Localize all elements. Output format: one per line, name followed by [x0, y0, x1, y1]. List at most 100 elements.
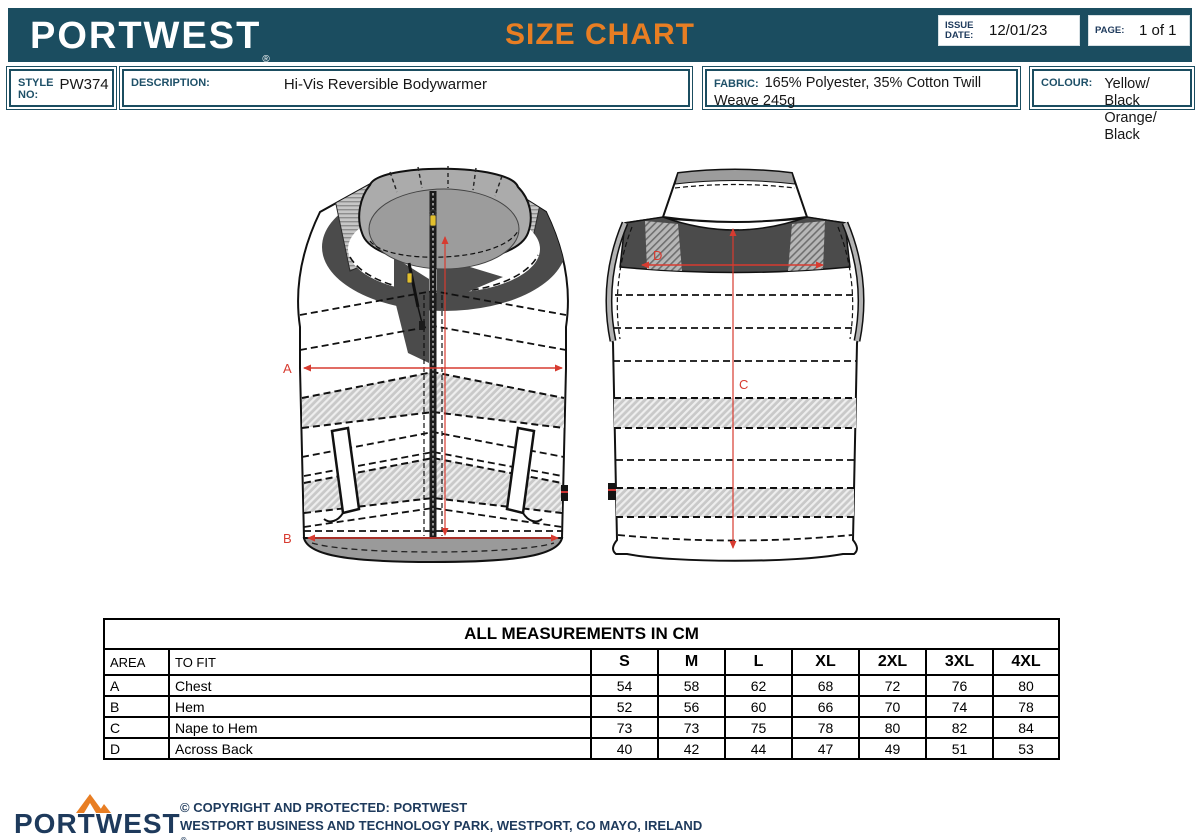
row-area: D: [103, 737, 170, 760]
measurements-table: ALL MEASUREMENTS IN CM AREA TO FIT S M L…: [102, 618, 1061, 760]
cell-value: 76: [925, 674, 994, 697]
footer-brand-text: PORTWEST®: [14, 808, 188, 840]
cell-value: 70: [858, 695, 927, 718]
fabric-box: FABRIC: 165% Polyester, 35% Cotton Twill …: [705, 69, 1018, 109]
footer-copyright: © COPYRIGHT AND PROTECTED: PORTWEST WEST…: [180, 800, 702, 833]
copyright-brand: PORTWEST: [393, 800, 468, 815]
cell-value: 68: [791, 674, 860, 697]
measure-label-d: D: [653, 248, 662, 263]
col-header-xl: XL: [791, 648, 860, 676]
cell-value: 74: [925, 695, 994, 718]
col-header-tofit: TO FIT: [168, 648, 592, 676]
brand-text: PORTWEST: [30, 15, 262, 57]
page-label: PAGE:: [1095, 24, 1125, 36]
cell-value: 73: [590, 716, 659, 739]
row-tofit: Hem: [168, 695, 592, 718]
chevron-icon: [76, 794, 111, 813]
chest-zip-pull: [406, 272, 413, 284]
colour-box: COLOUR: Yellow/ Black Orange/ Black: [1032, 69, 1192, 143]
footer-brand: PORTWEST: [14, 808, 181, 839]
table-title: ALL MEASUREMENTS IN CM: [102, 618, 1061, 650]
measure-label-c: C: [739, 377, 748, 392]
footer-registered-mark: ®: [181, 836, 188, 840]
brand-logotype: PORTWEST®: [30, 13, 272, 83]
cell-value: 75: [724, 716, 793, 739]
footer: PORTWEST® © COPYRIGHT AND PROTECTED: POR…: [0, 790, 1200, 840]
style-no-box: STYLE NO: PW374: [9, 69, 114, 107]
table-row: D Across Back 40 42 44 47 49 51 53: [103, 737, 1061, 760]
front-view-drawing: A B: [283, 166, 569, 564]
brand-registered-mark: ®: [262, 54, 272, 65]
address-line: WESTPORT BUSINESS AND TECHNOLOGY PARK, W…: [180, 818, 703, 833]
cell-value: 72: [858, 674, 927, 697]
back-view-drawing: D C: [605, 168, 865, 562]
cell-value: 62: [724, 674, 793, 697]
col-header-3xl: 3XL: [925, 648, 994, 676]
cell-value: 40: [590, 737, 659, 760]
cell-value: 56: [657, 695, 726, 718]
table-row: C Nape to Hem 73 73 75 78 80 82 84: [103, 716, 1061, 739]
cell-value: 42: [657, 737, 726, 760]
cell-value: 78: [991, 695, 1061, 718]
row-area: A: [103, 674, 170, 697]
col-header-2xl: 2XL: [858, 648, 927, 676]
measure-label-b: B: [283, 531, 292, 546]
row-tofit: Nape to Hem: [168, 716, 592, 739]
table-header-row: AREA TO FIT S M L XL 2XL 3XL 4XL: [103, 648, 1061, 676]
front-measurements: A B: [283, 236, 563, 546]
style-no-value: PW374: [59, 76, 109, 93]
col-header-area: AREA: [103, 648, 170, 676]
cell-value: 52: [590, 695, 659, 718]
style-no-label: STYLE NO:: [18, 77, 54, 101]
garment-diagrams: A B: [0, 160, 1200, 580]
front-hem-band: [302, 537, 564, 564]
col-header-l: L: [724, 648, 793, 676]
table-row: B Hem 52 56 60 66 70 74 78: [103, 695, 1061, 718]
fabric-value: 165% Polyester, 35% Cotton Twill Weave 2…: [714, 75, 982, 109]
copyright-prefix: © COPYRIGHT AND PROTECTED:: [180, 800, 394, 815]
issue-date-value: 12/01/23: [989, 22, 1048, 39]
cell-value: 49: [858, 737, 927, 760]
col-header-s: S: [590, 648, 659, 676]
zipper-pull: [429, 214, 437, 227]
cell-value: 44: [724, 737, 793, 760]
fabric-label: FABRIC:: [714, 78, 759, 90]
cell-value: 53: [991, 737, 1061, 760]
colour-line-1: Yellow/ Black: [1104, 76, 1150, 109]
cell-value: 82: [925, 716, 994, 739]
col-header-m: M: [657, 648, 726, 676]
page-number-box: PAGE: 1 of 1: [1088, 15, 1190, 46]
row-tofit: Chest: [168, 674, 592, 697]
cell-value: 58: [657, 674, 726, 697]
colour-label: COLOUR:: [1041, 77, 1093, 89]
front-right-pocket: [505, 426, 536, 515]
cell-value: 73: [657, 716, 726, 739]
cell-value: 54: [590, 674, 659, 697]
row-area: B: [103, 695, 170, 718]
description-value: Hi-Vis Reversible Bodywarmer: [283, 76, 487, 93]
cell-value: 60: [724, 695, 793, 718]
page-value: 1 of 1: [1139, 22, 1177, 39]
description-label: DESCRIPTION:: [131, 77, 210, 89]
row-tofit: Across Back: [168, 737, 592, 760]
cell-value: 78: [791, 716, 860, 739]
measure-label-a: A: [283, 361, 292, 376]
copyright-line: © COPYRIGHT AND PROTECTED: PORTWEST: [180, 800, 702, 815]
page-title: SIZE CHART: [505, 18, 695, 51]
back-measurements: D C: [641, 228, 824, 549]
issue-date-box: ISSUE DATE: 12/01/23: [938, 15, 1080, 46]
colour-value: Yellow/ Black Orange/ Black: [1104, 74, 1183, 144]
colour-line-2: Orange/ Black: [1104, 110, 1157, 143]
front-left-pocket: [330, 426, 361, 515]
cell-value: 47: [791, 737, 860, 760]
cell-value: 80: [858, 716, 927, 739]
cell-value: 84: [991, 716, 1061, 739]
front-collar: [358, 166, 532, 270]
cell-value: 51: [925, 737, 994, 760]
table-row: A Chest 54 58 62 68 72 76 80: [103, 674, 1061, 697]
cell-value: 80: [991, 674, 1061, 697]
row-area: C: [103, 716, 170, 739]
col-header-4xl: 4XL: [991, 648, 1061, 676]
header-bar: PORTWEST® SIZE CHART ISSUE DATE: 12/01/2…: [8, 8, 1192, 65]
